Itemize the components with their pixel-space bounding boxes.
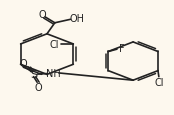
- Text: F: F: [119, 44, 125, 54]
- Text: OH: OH: [70, 14, 85, 24]
- Text: S: S: [30, 69, 37, 79]
- Text: Cl: Cl: [49, 40, 59, 50]
- Text: O: O: [19, 58, 27, 68]
- Text: Cl: Cl: [155, 77, 164, 87]
- Text: O: O: [34, 82, 42, 92]
- Text: O: O: [39, 9, 46, 19]
- Text: NH: NH: [46, 68, 61, 78]
